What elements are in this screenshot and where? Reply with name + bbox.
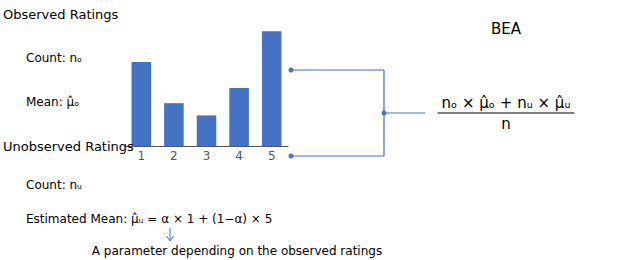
- svg-text:Unobserved Ratings: Unobserved Ratings: [3, 139, 134, 154]
- svg-text:nₒ × μ̂ₒ + nᵤ × μ̂ᵤ: nₒ × μ̂ₒ + nᵤ × μ̂ᵤ: [442, 94, 571, 112]
- svg-text:2: 2: [170, 149, 178, 163]
- svg-text:BEA: BEA: [491, 20, 522, 38]
- svg-text:Observed Ratings: Observed Ratings: [3, 7, 119, 22]
- svg-text:1: 1: [137, 149, 145, 163]
- svg-text:A parameter depending on the o: A parameter depending on the observed ra…: [92, 244, 382, 258]
- svg-text:n: n: [501, 115, 511, 133]
- svg-text:Mean: μ̂ₒ: Mean: μ̂ₒ: [26, 95, 79, 109]
- svg-text:Count: nₒ: Count: nₒ: [26, 51, 82, 65]
- svg-text:5: 5: [268, 149, 276, 163]
- svg-text:Estimated Mean: μ̂ᵤ = α × 1 +: Estimated Mean: μ̂ᵤ = α × 1 + (1−α) × 5: [26, 212, 272, 226]
- svg-text:Count: nᵤ: Count: nᵤ: [26, 178, 82, 192]
- svg-text:4: 4: [235, 149, 243, 163]
- svg-text:3: 3: [203, 149, 211, 163]
